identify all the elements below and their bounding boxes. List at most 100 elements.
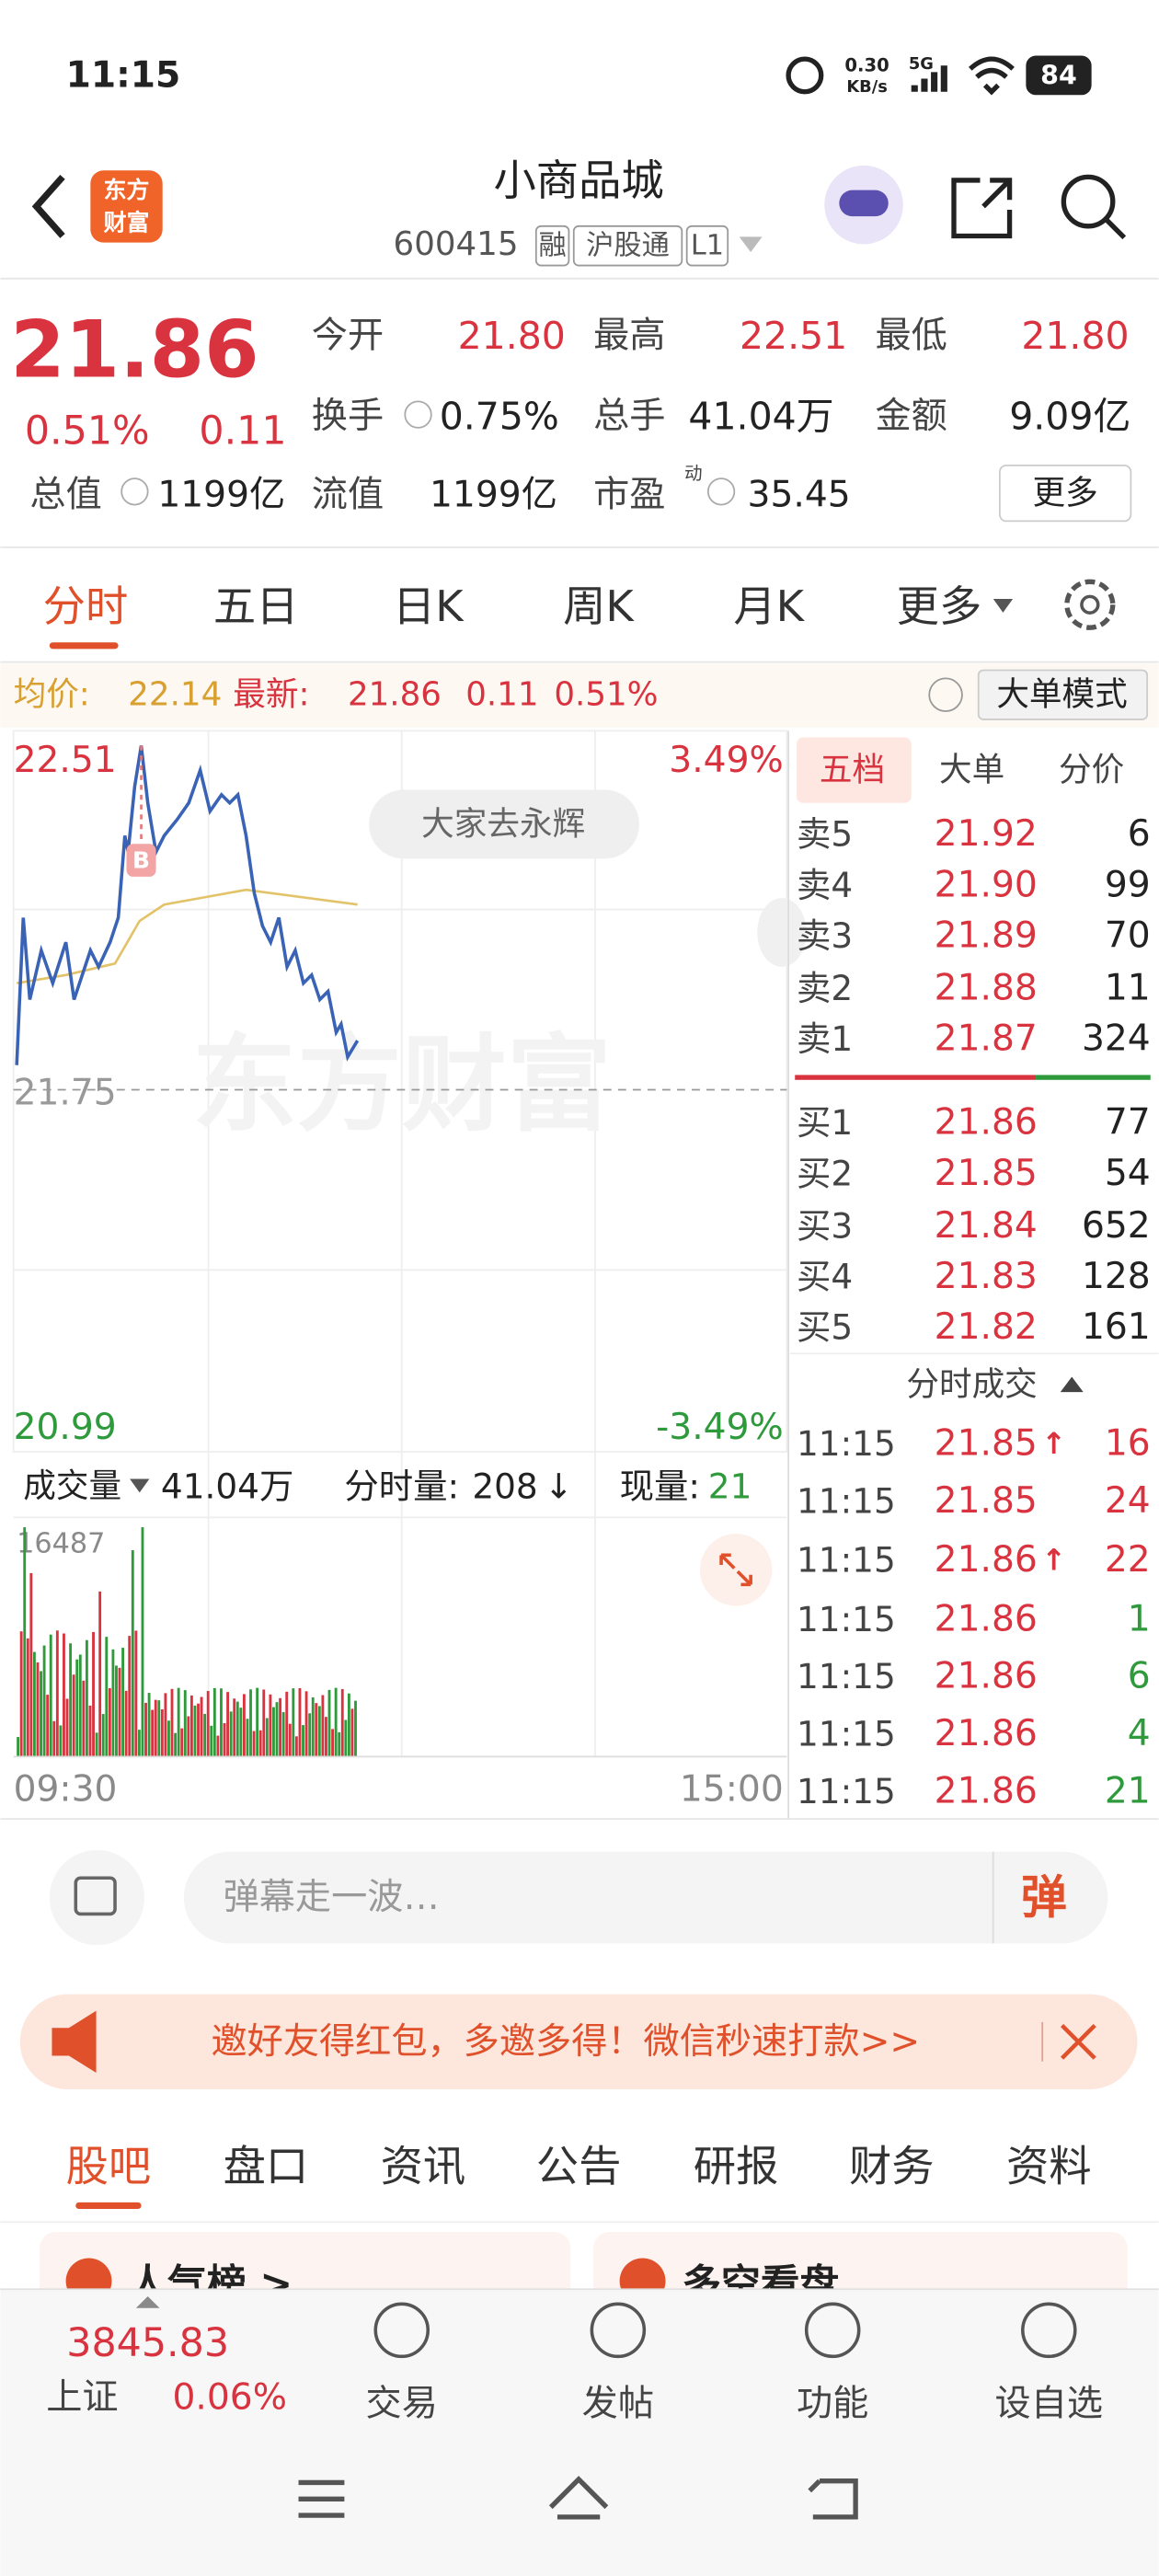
volume-bar	[315, 1703, 318, 1757]
volume-bar	[216, 1735, 220, 1757]
volume-bar	[203, 1713, 207, 1757]
nav-icon	[590, 2302, 647, 2359]
banner-close[interactable]	[1060, 2023, 1096, 2060]
book-price: 21.88	[935, 968, 1038, 1009]
section-tab[interactable]: 公告	[536, 2142, 622, 2191]
share-button[interactable]	[951, 178, 1013, 239]
watermark: 东方财富	[192, 1024, 612, 1146]
volume-dropdown	[130, 1478, 150, 1493]
low-label: 20.99	[14, 1407, 117, 1448]
field-label: 最低	[876, 316, 947, 357]
avg-line	[16, 888, 358, 985]
book-tab[interactable]: 大单	[939, 752, 1004, 789]
section-tab[interactable]: 资讯	[381, 2142, 466, 2191]
volume-bar	[212, 1687, 216, 1757]
nav-label[interactable]: 功能	[797, 2383, 868, 2424]
info-icon	[706, 477, 736, 506]
volume-bar	[131, 1549, 134, 1757]
volume-bar	[134, 1630, 138, 1757]
volume-bar	[124, 1690, 128, 1757]
search-button[interactable]	[1061, 174, 1116, 229]
trade-volume: 1	[1128, 1598, 1151, 1639]
settings-button[interactable]	[1064, 579, 1116, 630]
banner-text[interactable]: 邀好友得红包，多邀多得！微信秒速打款>>	[211, 2021, 920, 2063]
chart-tab[interactable]: 月K	[733, 581, 805, 631]
book-tab[interactable]: 五档	[820, 752, 885, 789]
section-tab[interactable]: 研报	[694, 2142, 779, 2191]
comment-input[interactable]	[183, 1851, 1108, 1944]
more-button-label[interactable]: 更多	[1032, 475, 1097, 512]
trade-volume: 6	[1128, 1656, 1151, 1697]
trades-toggle	[1060, 1376, 1084, 1393]
home-key[interactable]	[548, 2476, 609, 2520]
volume-bar	[308, 1713, 312, 1757]
info-icon	[404, 400, 432, 429]
index-change[interactable]: 0.06%	[172, 2376, 286, 2418]
net-speed: 0.30	[844, 55, 889, 76]
volume-bar	[183, 1690, 187, 1757]
chart-tab[interactable]: 周K	[563, 581, 635, 631]
volume-bar	[350, 1708, 354, 1757]
volume-bar	[147, 1693, 151, 1757]
minute-volume-label: 分时量:	[344, 1466, 459, 1507]
invite-banner[interactable]	[19, 1994, 1138, 2089]
volume-bar	[317, 1706, 321, 1757]
volume-bar	[141, 1527, 144, 1757]
nav-label[interactable]: 交易	[366, 2383, 438, 2424]
volume-bar	[272, 1707, 275, 1757]
volume-bar	[187, 1716, 190, 1757]
menu-key[interactable]	[298, 2479, 345, 2518]
danmaku-settings[interactable]	[49, 1849, 145, 1946]
volume-bar	[223, 1722, 226, 1757]
mode-button[interactable]	[977, 669, 1149, 720]
volume-bar	[327, 1689, 331, 1757]
volume-bar	[174, 1732, 178, 1757]
volume-bar	[265, 1718, 269, 1757]
volume-bar	[233, 1698, 236, 1757]
trade-marker	[126, 844, 156, 877]
danmaku-button[interactable]: 弹	[1021, 1871, 1067, 1925]
back-button[interactable]	[31, 174, 65, 238]
field-value: 22.51	[740, 314, 847, 358]
trade-price: 21.86	[935, 1539, 1038, 1581]
mode-button-label[interactable]: 大单模式	[996, 676, 1127, 714]
volume-bar	[144, 1702, 147, 1757]
book-tab[interactable]: 分价	[1059, 752, 1124, 789]
avg-value: 22.14	[128, 676, 222, 714]
volume-bar	[49, 1634, 52, 1757]
chart-tab[interactable]: 日K	[393, 581, 465, 631]
index-value[interactable]: 3845.83	[66, 2320, 229, 2366]
book-level: 卖3	[797, 915, 853, 956]
chart-tab[interactable]: 分时	[43, 581, 129, 631]
volume-bar	[206, 1691, 210, 1757]
volume-bar	[262, 1689, 266, 1757]
section-tab[interactable]: 财务	[849, 2142, 935, 2191]
comment-placeholder[interactable]: 弹幕走一波…	[224, 1877, 440, 1918]
net-speed-unit: KB/s	[846, 77, 887, 97]
volume-bar	[36, 1662, 40, 1757]
chart-tab[interactable]: 更多	[897, 581, 982, 631]
section-tab[interactable]: 股吧	[66, 2142, 152, 2191]
trade-price: 21.86	[935, 1713, 1038, 1754]
settings-hub	[1080, 594, 1100, 615]
index-name[interactable]: 上证	[46, 2376, 118, 2418]
chart-tab[interactable]: 五日	[213, 581, 299, 631]
back-key[interactable]	[808, 2478, 858, 2520]
volume-selector[interactable]: 成交量	[23, 1467, 121, 1505]
tag-box	[685, 224, 729, 267]
more-button[interactable]	[998, 464, 1132, 523]
section-tab[interactable]: 资料	[1006, 2142, 1092, 2191]
volume-bar	[302, 1725, 304, 1757]
section-tab[interactable]: 盘口	[224, 2142, 309, 2191]
volume-bar	[29, 1572, 33, 1757]
volume-bar	[23, 1527, 27, 1757]
volume-bar	[252, 1731, 256, 1757]
nav-label[interactable]: 发帖	[582, 2383, 654, 2424]
book-volume: 70	[1105, 915, 1151, 957]
nav-label[interactable]: 设自选	[995, 2383, 1104, 2424]
latest-value: 21.86	[348, 676, 442, 714]
expand-button[interactable]	[699, 1534, 773, 1606]
megaphone-icon	[52, 2010, 97, 2074]
volume-bar	[32, 1651, 36, 1757]
